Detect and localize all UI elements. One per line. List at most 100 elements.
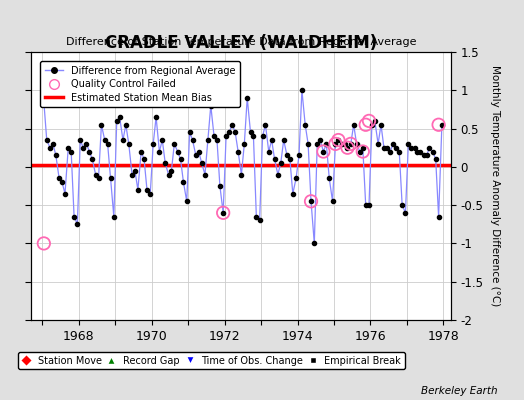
Point [52,152,60,158]
Point [356,148,364,155]
Point [234,148,242,155]
Point [434,122,443,128]
Point [213,137,221,143]
Point [438,122,446,128]
Point [115,114,124,120]
Point [198,160,206,166]
Point [365,202,373,208]
Point [319,148,328,155]
Point [301,122,309,128]
Point [252,214,260,220]
Text: Berkeley Earth: Berkeley Earth [421,386,498,396]
Point [101,137,109,143]
Point [307,198,315,204]
Point [346,141,355,147]
Point [177,156,185,162]
Text: Difference of Station Temperature Data from Regional Average: Difference of Station Temperature Data f… [66,37,416,47]
Point [67,148,75,155]
Point [368,122,376,128]
Point [76,137,84,143]
Point [392,144,400,151]
Point [149,141,157,147]
Point [258,133,267,140]
Point [131,168,139,174]
Point [261,122,270,128]
Point [219,210,227,216]
Point [395,148,403,155]
Point [410,144,419,151]
Point [319,148,328,155]
Point [389,141,397,147]
Point [103,141,112,147]
Point [165,171,173,178]
Point [325,175,333,182]
Point [106,175,115,182]
Point [204,137,212,143]
Point [386,148,395,155]
Title: CRADLE VALLEY (WALDHEIM): CRADLE VALLEY (WALDHEIM) [105,34,377,52]
Point [434,214,443,220]
Point [85,148,94,155]
Point [40,98,48,105]
Point [113,118,121,124]
Point [316,137,324,143]
Point [416,148,424,155]
Point [398,202,406,208]
Point [192,152,200,158]
Point [310,240,319,247]
Point [64,144,72,151]
Point [420,152,428,158]
Point [331,141,340,147]
Point [353,141,361,147]
Point [304,141,312,147]
Point [429,148,437,155]
Point [329,198,337,204]
Point [173,148,182,155]
Point [194,148,203,155]
Point [231,129,239,136]
Point [125,141,133,147]
Point [286,156,294,162]
Point [380,144,388,151]
Point [243,95,252,101]
Point [225,129,233,136]
Point [331,141,340,147]
Point [73,221,82,228]
Point [279,137,288,143]
Point [70,214,78,220]
Point [170,141,179,147]
Point [219,210,227,216]
Point [350,122,358,128]
Point [358,148,367,155]
Point [240,141,248,147]
Point [283,152,291,158]
Point [274,171,282,178]
Point [134,187,142,193]
Point [298,87,306,94]
Point [40,240,48,247]
Point [228,122,236,128]
Point [222,133,230,140]
Legend: Station Move, Record Gap, Time of Obs. Change, Empirical Break: Station Move, Record Gap, Time of Obs. C… [18,352,405,370]
Point [146,190,155,197]
Y-axis label: Monthly Temperature Anomaly Difference (°C): Monthly Temperature Anomaly Difference (… [490,65,500,307]
Point [334,137,343,143]
Point [343,144,352,151]
Point [182,198,191,204]
Point [128,171,136,178]
Point [206,102,215,109]
Point [158,137,167,143]
Point [42,137,51,143]
Point [422,152,431,158]
Point [322,141,331,147]
Point [267,137,276,143]
Point [91,171,100,178]
Point [201,171,209,178]
Point [295,152,303,158]
Point [79,144,88,151]
Point [341,141,349,147]
Point [97,122,106,128]
Point [358,144,367,151]
Point [404,141,412,147]
Point [179,179,188,185]
